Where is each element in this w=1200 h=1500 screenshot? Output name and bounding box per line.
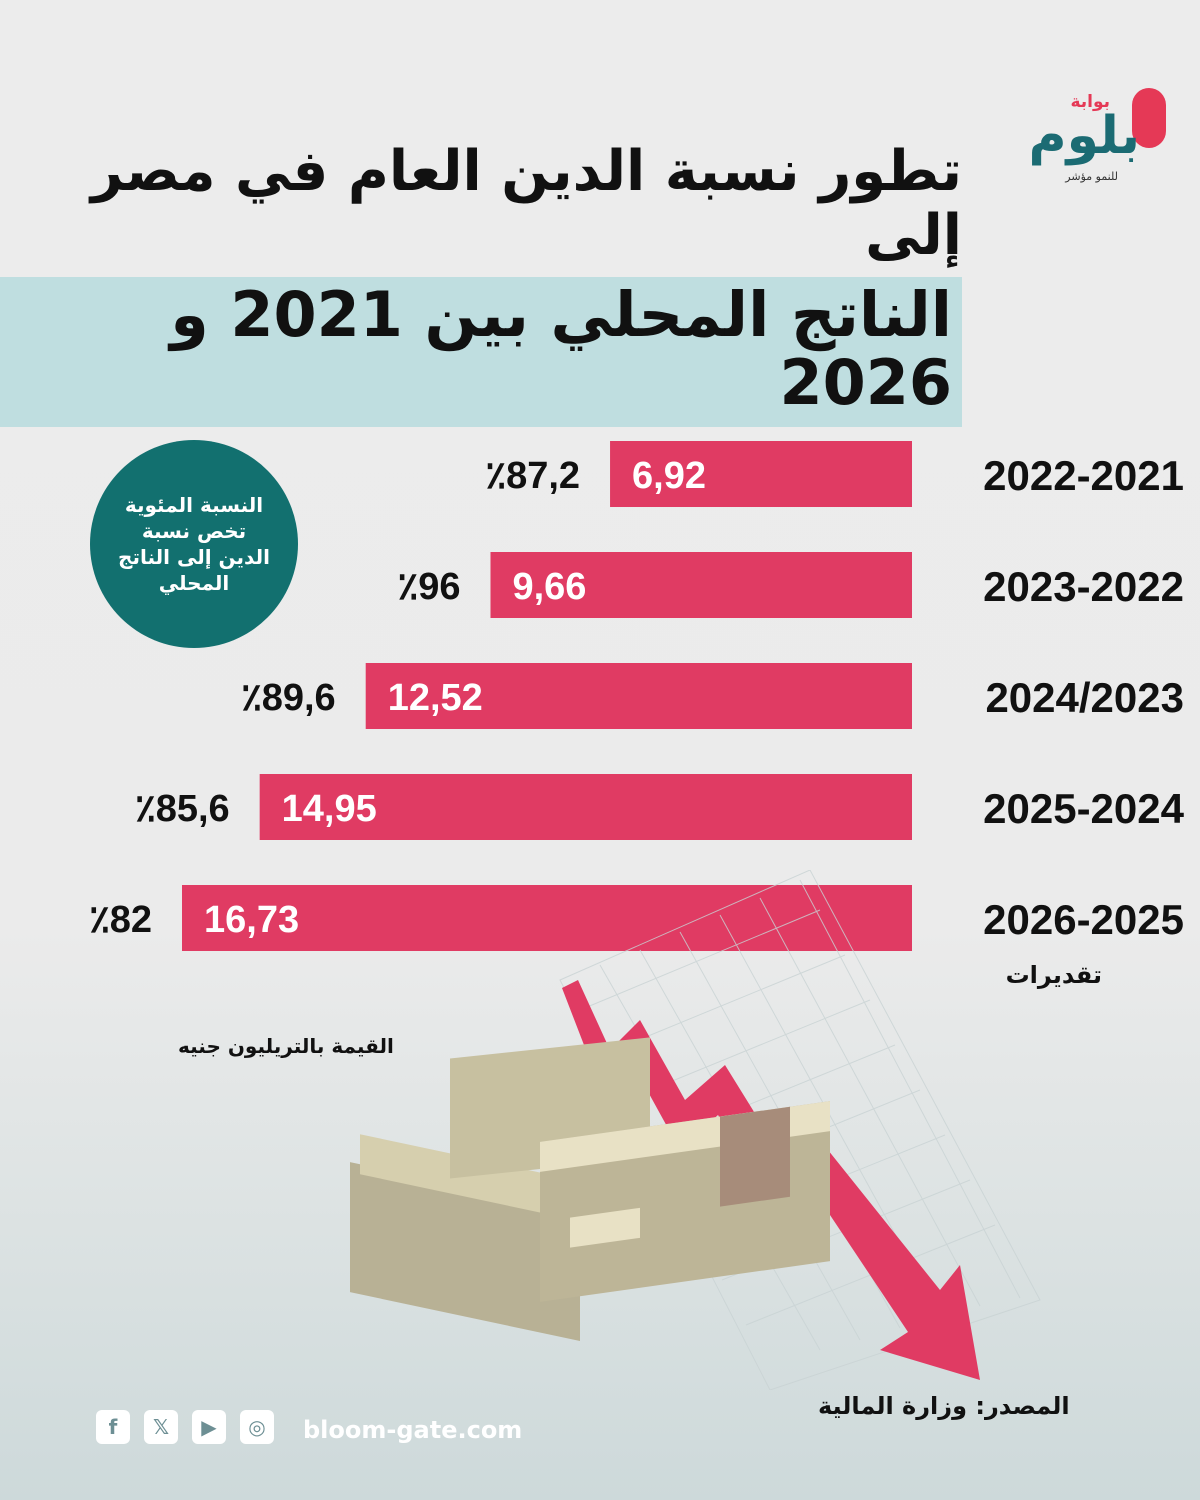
brand-logo: بوابة بلوم للنمو مؤشر xyxy=(1000,80,1180,190)
debt-bar-chart: 6,92 ٪87,2 2022-2021 9,66 ٪96 2023-2022 12,52 ٪… xyxy=(89,441,1185,989)
legend-badge-text: النسبة المئوية تخص نسبة الدين إلى الناتج… xyxy=(118,493,270,595)
title-line-2: الناتج المحلي بين 2021 و 2026 xyxy=(0,276,962,428)
category-label: 2026-2025 xyxy=(983,896,1184,943)
money-stack xyxy=(350,1037,830,1342)
category-label: 2022-2021 xyxy=(983,452,1184,499)
bar xyxy=(365,663,912,729)
source-note: المصدر: وزارة المالية xyxy=(818,1392,1070,1420)
unit-note: القيمة بالتريليون جنيه xyxy=(178,1034,394,1058)
ratio-label: ٪89,6 xyxy=(241,677,335,719)
bar xyxy=(182,885,912,951)
category-note: تقديرات xyxy=(1006,961,1102,989)
website-link[interactable]: bloom-gate.com xyxy=(303,1416,523,1444)
page-title: تطور نسبة الدين العام في مصر إلى الناتج … xyxy=(0,139,962,428)
x-icon[interactable]: 𝕏 xyxy=(144,1410,178,1444)
bar-value-label: 12,52 xyxy=(388,677,483,719)
bar xyxy=(490,552,912,618)
brand-top: بوابة xyxy=(1070,92,1110,112)
ratio-label: ٪96 xyxy=(398,566,461,608)
microphone-icon xyxy=(1132,88,1166,148)
bar-value-label: 14,95 xyxy=(282,788,377,830)
title-line-1: تطور نسبة الدين العام في مصر إلى xyxy=(90,139,962,269)
youtube-icon[interactable]: ▶ xyxy=(192,1410,226,1444)
money-and-arrow-illustration xyxy=(350,870,1041,1390)
category-label: 2024/2023 xyxy=(985,674,1184,721)
bar-value-label: 9,66 xyxy=(512,566,586,608)
ratio-label: ٪87,2 xyxy=(486,455,580,497)
bar xyxy=(259,774,913,840)
ratio-label: ٪85,6 xyxy=(135,788,229,830)
legend-badge: النسبة المئوية تخص نسبة الدين إلى الناتج… xyxy=(90,440,298,648)
category-label: 2023-2022 xyxy=(983,563,1184,610)
bar xyxy=(610,441,912,507)
category-label: 2025-2024 xyxy=(983,785,1184,832)
bar-value-label: 16,73 xyxy=(204,899,299,941)
bar-value-label: 6,92 xyxy=(632,455,706,497)
social-links: f 𝕏 ▶ ◎ xyxy=(96,1410,274,1444)
instagram-icon[interactable]: ◎ xyxy=(240,1410,274,1444)
facebook-icon[interactable]: f xyxy=(96,1410,130,1444)
brand-name: بلوم xyxy=(1028,106,1140,166)
ratio-label: ٪82 xyxy=(89,899,152,941)
brand-tagline: للنمو مؤشر xyxy=(1065,170,1118,183)
